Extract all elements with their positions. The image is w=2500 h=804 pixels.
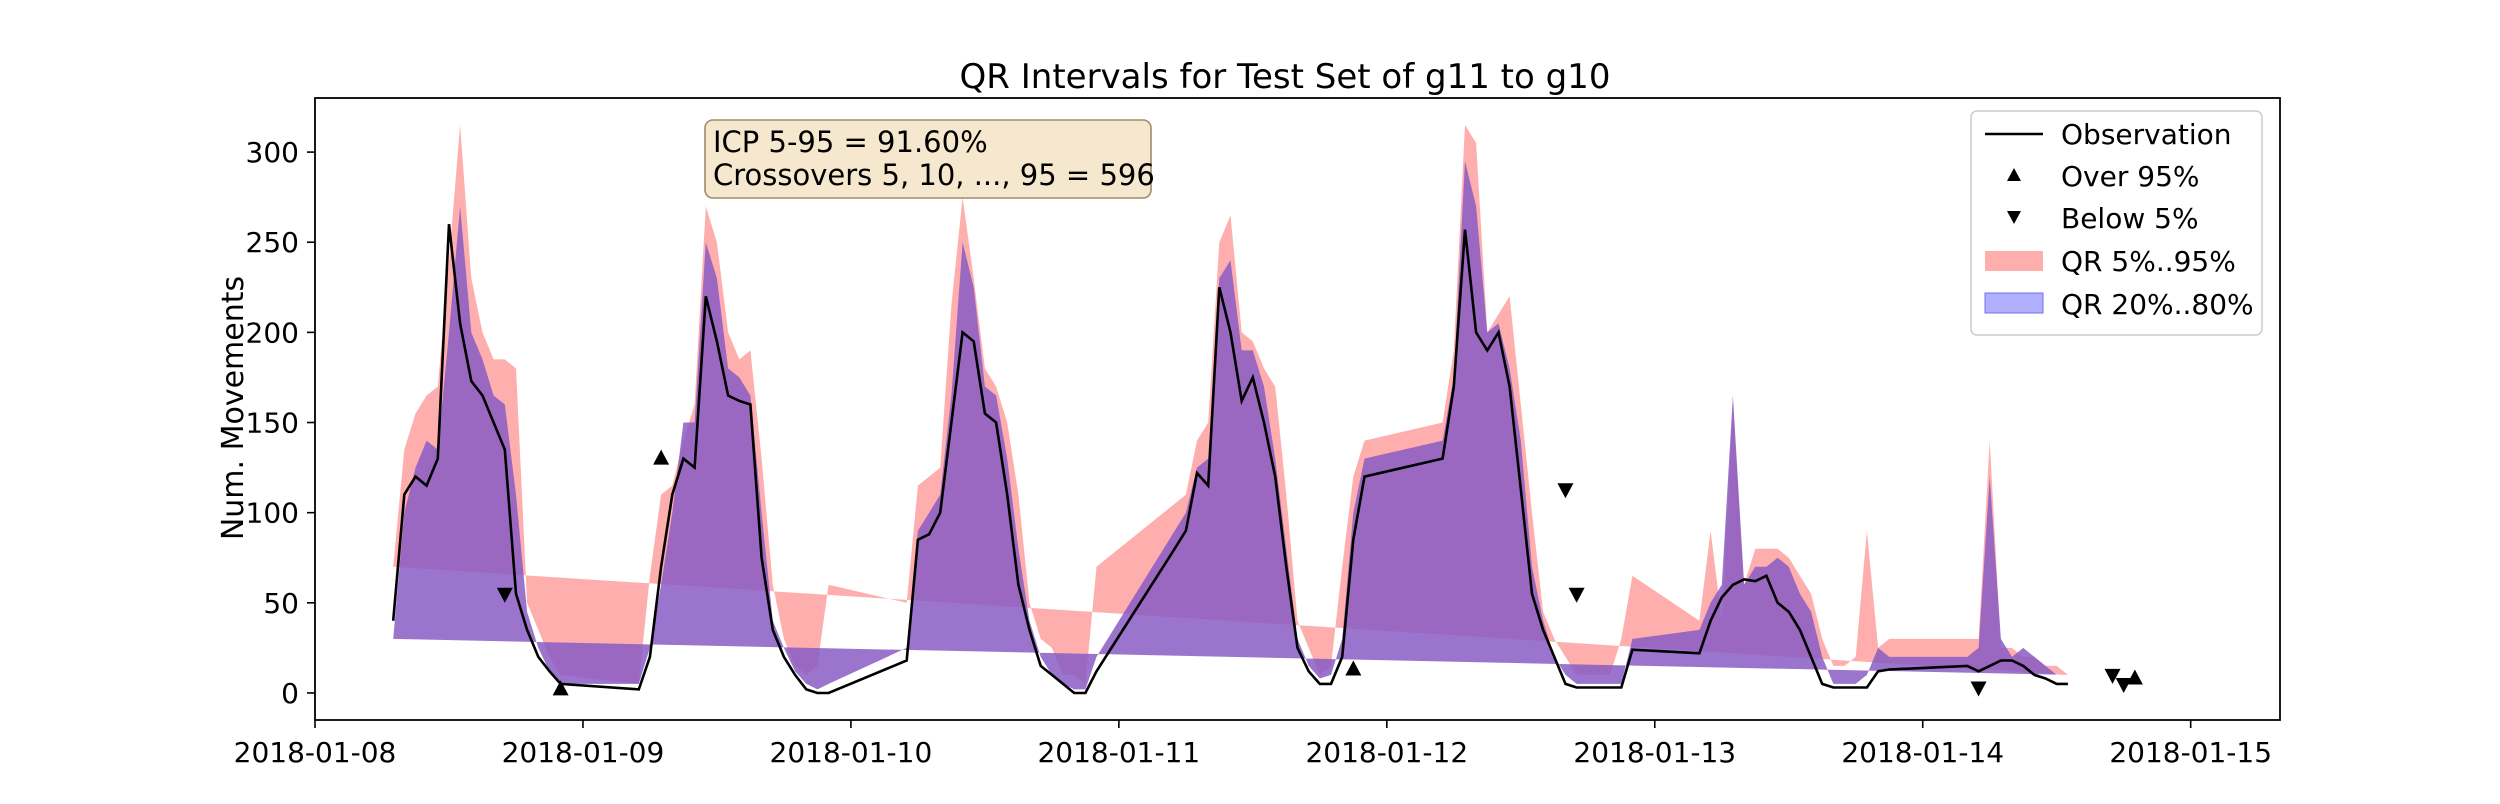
y-tick-label: 0 bbox=[281, 677, 299, 710]
below-5-marker bbox=[2115, 677, 2132, 693]
x-tick-label: 2018-01-12 bbox=[1305, 736, 1468, 769]
x-tick-label: 2018-01-09 bbox=[502, 736, 665, 769]
legend-below-5-swatch bbox=[2007, 211, 2021, 224]
x-tick-label: 2018-01-13 bbox=[1573, 736, 1736, 769]
legend-observation-label: Observation bbox=[2061, 118, 2232, 151]
y-tick-label: 150 bbox=[246, 407, 299, 440]
plot-frame bbox=[314, 97, 2281, 721]
annotation-icp: ICP 5-95 = 91.60% bbox=[713, 125, 988, 159]
axes: 0 50 100 150 200 250 300 2018-01-08 2018-01-09 20… bbox=[234, 97, 2281, 769]
x-tick-label: 2018-01-15 bbox=[2109, 736, 2272, 769]
legend-qr-outer-swatch bbox=[1985, 251, 2043, 271]
legend-over-95-label: Over 95% bbox=[2061, 160, 2199, 193]
legend: Observation Over 95% Below 5% QR 5%..95%… bbox=[1970, 110, 2263, 336]
below-5-marker bbox=[1557, 483, 1574, 499]
legend-below-5-label: Below 5% bbox=[2061, 202, 2199, 235]
legend-qr-inner-swatch bbox=[1984, 292, 2044, 314]
y-tick-label: 200 bbox=[246, 316, 299, 349]
y-tick-label: 100 bbox=[246, 497, 299, 530]
below-5-marker bbox=[2104, 668, 2121, 684]
over-95-marker bbox=[552, 680, 569, 696]
annotation-crossovers: Crossovers 5, 10, ..., 95 = 596 bbox=[713, 158, 1155, 192]
below-5-marker bbox=[1568, 587, 1585, 603]
y-tick-label: 50 bbox=[263, 587, 299, 620]
x-tick-label: 2018-01-10 bbox=[770, 736, 933, 769]
y-tick-label: 250 bbox=[246, 226, 299, 259]
x-tick-label: 2018-01-08 bbox=[234, 736, 397, 769]
chart-title: QR Intervals for Test Set of g11 to g10 bbox=[960, 57, 1611, 97]
plot-area bbox=[391, 125, 2143, 697]
legend-qr-outer-label: QR 5%..95% bbox=[2061, 245, 2236, 278]
annotation-box-frame bbox=[704, 119, 1152, 199]
crossover-markers bbox=[496, 449, 2143, 697]
x-tick-label: 2018-01-11 bbox=[1037, 736, 1200, 769]
y-tick-label: 300 bbox=[246, 136, 299, 169]
legend-frame bbox=[1970, 110, 2263, 336]
qr-20-80-band bbox=[393, 161, 2068, 690]
below-5-marker bbox=[496, 587, 513, 603]
over-95-marker bbox=[653, 449, 670, 465]
annotation-box: ICP 5-95 = 91.60% Crossovers 5, 10, ...,… bbox=[704, 119, 1155, 199]
y-axis-label: Num. Movements bbox=[216, 276, 251, 540]
over-95-marker bbox=[1345, 660, 1362, 676]
below-5-marker bbox=[1970, 681, 1987, 697]
x-tick-label: 2018-01-14 bbox=[1841, 736, 2004, 769]
legend-qr-inner-label: QR 20%..80% bbox=[2061, 288, 2254, 321]
over-95-marker bbox=[2126, 669, 2143, 685]
legend-over-95-swatch bbox=[2007, 168, 2021, 181]
observation-line bbox=[391, 224, 2068, 695]
